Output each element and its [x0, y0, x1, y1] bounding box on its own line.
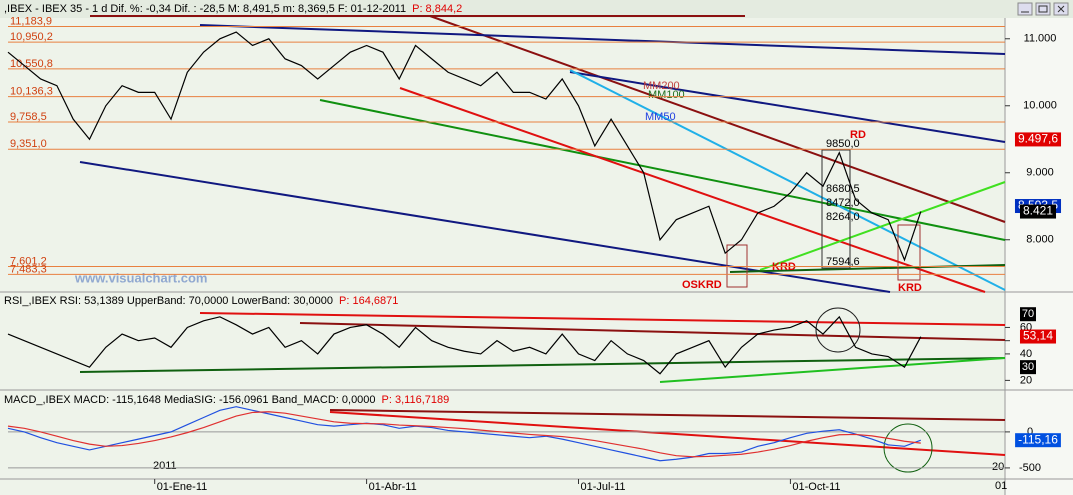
- title-bar: [0, 0, 1073, 18]
- series-line: [7, 31, 922, 262]
- trendline: [79, 357, 1006, 373]
- icon: [1057, 5, 1065, 13]
- window-buttons[interactable]: [1017, 2, 1069, 16]
- trendline: [659, 357, 1006, 383]
- highlight-circle: [815, 307, 861, 353]
- price-box-label: 53,14: [1023, 329, 1053, 343]
- watermark: www.visualchart.com: [74, 270, 207, 285]
- panel-title: RSI_,IBEX RSI: 53,1389 UpperBand: 70,000…: [4, 295, 333, 307]
- trendline: [299, 322, 1006, 341]
- panel-title: MACD_,IBEX MACD: -115,1648 MediaSIG: -15…: [4, 394, 376, 406]
- price-box: [1014, 132, 1062, 147]
- annotation: RD: [850, 129, 866, 141]
- y-tick-label: 20: [1020, 374, 1032, 386]
- maximize-button[interactable]: [1035, 2, 1051, 16]
- trendline: [79, 161, 891, 293]
- series-line: [7, 411, 921, 458]
- x-tick-label: 01-Abr-11: [369, 481, 417, 493]
- price-box: [1019, 204, 1057, 219]
- level-label: 7,601,2: [10, 255, 47, 267]
- panel-title-price: P: 164,6871: [339, 295, 398, 307]
- year-label: 20: [992, 461, 1004, 473]
- level-label: 10,950,2: [10, 31, 53, 43]
- pattern-box: [897, 224, 921, 281]
- trendline: [199, 24, 1006, 55]
- price-box-label: -115,16: [1018, 432, 1058, 446]
- pattern-box: [821, 149, 851, 269]
- price-axis: [1005, 18, 1073, 495]
- y-tick-label: 0: [1027, 426, 1033, 438]
- x-tick-label: 01-Ene-11: [157, 481, 208, 493]
- band-label: 30: [1022, 361, 1034, 373]
- level-label: 9,351,0: [10, 138, 47, 150]
- y-tick-label: 11.000: [1024, 33, 1057, 45]
- icon: [1038, 5, 1048, 13]
- price-box-label: 9.497,6: [1018, 132, 1058, 146]
- y-tick-label: -500: [1019, 462, 1041, 474]
- x-tick-label: 01: [995, 480, 1007, 492]
- year-label: 2011: [153, 460, 177, 472]
- panel-title: ,IBEX - IBEX 35 - 1 d Dif. %: -0,34 Dif.…: [4, 3, 406, 15]
- series-line: [7, 406, 922, 462]
- trendline: [199, 312, 1006, 326]
- annotation: KRD: [898, 282, 922, 294]
- trendline: [319, 99, 1006, 241]
- level-label: 9,758,5: [10, 111, 47, 123]
- annotation: 8264,0: [826, 211, 860, 223]
- level-label: 10,136,3: [10, 86, 53, 98]
- trendline: [759, 181, 1006, 271]
- annotation: 7594,6: [826, 256, 860, 268]
- x-tick-label: 01-Oct-11: [792, 481, 840, 493]
- band-box: [1020, 307, 1036, 322]
- y-tick-label: 10.000: [1023, 100, 1057, 112]
- price-box: [1019, 329, 1057, 344]
- y-tick-label: 40: [1020, 348, 1032, 360]
- minimize-button[interactable]: [1017, 2, 1033, 16]
- panel-title-price: P: 8,844,2: [412, 3, 462, 15]
- y-tick-label: 8.000: [1026, 234, 1054, 246]
- trendline: [329, 409, 1006, 421]
- highlight-circle: [883, 423, 933, 473]
- annotation: 9850,0: [826, 138, 860, 150]
- price-box: [1015, 433, 1061, 448]
- band-label: 70: [1022, 308, 1034, 320]
- level-label: 10,550,8: [10, 58, 53, 70]
- series-line: [7, 315, 922, 375]
- annotation: MM100: [648, 89, 685, 101]
- annotation: MM200: [643, 80, 680, 92]
- level-label: 7,483,3: [10, 263, 47, 275]
- trendline: [569, 71, 1006, 143]
- level-label: 11,183,9: [10, 15, 52, 27]
- annotation: OSKRD: [682, 279, 722, 291]
- band-box: [1020, 360, 1036, 375]
- annotation: 8680,5: [826, 183, 860, 195]
- trendline: [429, 15, 1006, 223]
- annotation: MM50: [645, 111, 676, 123]
- y-tick-label: 9.000: [1026, 167, 1054, 179]
- trendline: [329, 411, 1006, 456]
- trendline: [569, 69, 1006, 291]
- panel-title-price: P: 3,116,7189: [382, 394, 450, 406]
- annotation: 8472,0: [826, 197, 860, 209]
- price-box-label: 8.421: [1023, 204, 1053, 218]
- x-tick-label: 01-Jul-11: [581, 481, 626, 493]
